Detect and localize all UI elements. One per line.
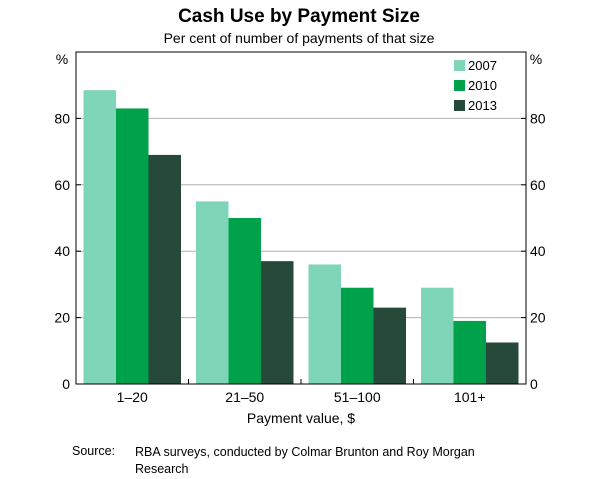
x-tick-label: 21–50 [225,389,264,405]
y-tick-label-right: 40 [530,243,546,259]
x-tick-label: 51–100 [334,389,381,405]
legend-swatch-2007 [454,60,465,71]
bar-2013-4 [486,342,519,384]
x-tick-label: 101+ [454,389,486,405]
ticks: 0 0 20 20 40 40 60 60 80 80 1–20 21–50 51–100 101+ [54,110,545,405]
bar-2010-3 [341,287,374,384]
y-tick-label-left: 40 [54,243,70,259]
x-tick-label: 1–20 [117,389,148,405]
legend-swatch-2010 [454,80,465,91]
chart-subtitle: Per cent of number of payments of that s… [163,30,435,46]
y-tick-label-left: 80 [54,110,70,126]
legend: 2007 2010 2013 [454,58,497,113]
y-tick-label-left: 0 [62,376,70,392]
bar-2007-2 [196,201,229,384]
bar-2013-1 [148,154,181,384]
legend-swatch-2013 [454,100,465,111]
legend-label-2010: 2010 [468,78,497,93]
y-tick-label-right: 80 [530,110,546,126]
y-tick-label-right: 60 [530,177,546,193]
y-tick-label-right: 0 [530,376,538,392]
bar-2013-2 [261,261,294,384]
y-tick-label-right: 20 [530,310,546,326]
y-tick-label-left: 60 [54,177,70,193]
bar-2013-3 [373,307,406,384]
bar-2007-1 [83,90,116,385]
legend-label-2007: 2007 [468,58,497,73]
legend-label-2013: 2013 [468,98,497,113]
x-axis-label: Payment value, $ [247,410,355,426]
source-label: Source: [72,444,116,458]
bar-2007-3 [308,264,341,384]
y-axis-unit-right: % [530,51,542,67]
y-axis-unit-left: % [56,51,68,67]
chart-title: Cash Use by Payment Size [178,6,420,27]
bar-2007-4 [421,287,454,384]
bar-2010-1 [116,108,149,384]
bars [83,90,519,385]
bar-2010-4 [453,320,486,384]
bar-2010-2 [228,218,261,384]
source-text: RBA surveys, conducted by Colmar Brunton… [135,445,475,476]
y-tick-label-left: 20 [54,310,70,326]
